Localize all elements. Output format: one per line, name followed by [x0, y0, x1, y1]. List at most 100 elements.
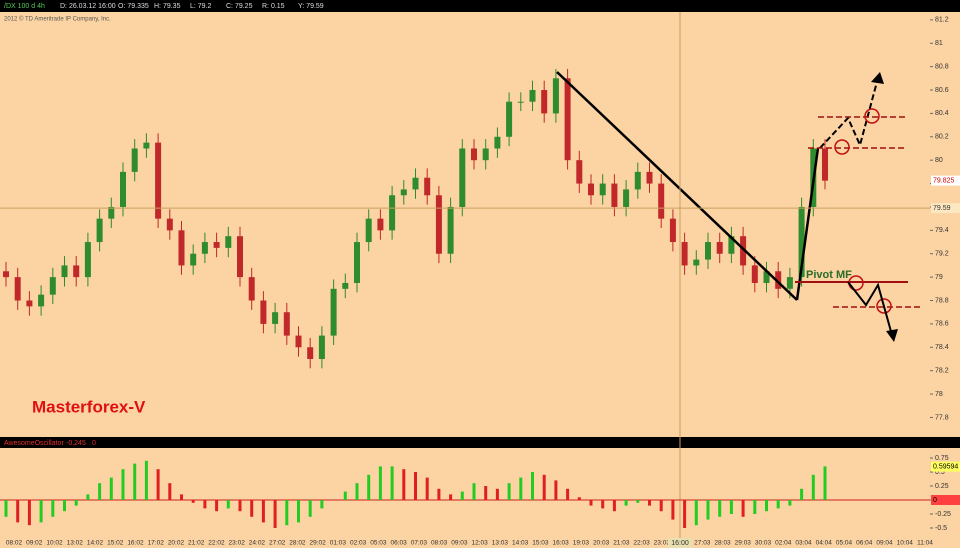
header-field: C: 79.25 [226, 3, 253, 10]
candle-body [190, 253, 197, 266]
y-tick-label: 79.2 [935, 251, 949, 258]
osc-bar [285, 499, 289, 526]
candle-body [213, 242, 220, 248]
osc-bar [671, 499, 675, 520]
x-tick-label: 13:02 [67, 540, 84, 547]
y-tick-label: 80.6 [935, 87, 949, 94]
candle-body [681, 242, 688, 266]
y-tick-label: 81 [935, 40, 943, 47]
candle-body [365, 218, 372, 243]
x-tick-label: 05:03 [370, 540, 387, 547]
x-tick-label: 08:03 [431, 540, 448, 547]
y-tick-label: 79 [935, 274, 943, 281]
osc-bar [355, 483, 359, 500]
y-tick-label: -0.5 [935, 525, 947, 532]
y-tick-label: 80.4 [935, 110, 949, 117]
header-field: O: 79.335 [118, 3, 149, 10]
osc-bar [98, 483, 102, 500]
osc-bar [63, 499, 66, 512]
osc-bar [261, 499, 265, 523]
x-tick-label: 28:02 [289, 540, 306, 547]
osc-bar [250, 499, 254, 517]
osc-bar [449, 494, 453, 500]
x-tick-label: 15:02 [107, 540, 124, 547]
osc-bar [343, 491, 347, 500]
candle-body [693, 259, 700, 266]
x-tick-label: 14:03 [512, 540, 529, 547]
candle-body [494, 136, 501, 149]
osc-bar [776, 499, 780, 509]
candle-body [482, 148, 489, 161]
marker [864, 108, 880, 124]
header-field: R: 0.15 [262, 3, 285, 10]
osc-bar [16, 499, 20, 523]
osc-bar [437, 488, 441, 500]
candle-body [763, 271, 770, 283]
osc-bar [226, 499, 230, 509]
candle-body [295, 335, 302, 348]
candle-body [576, 160, 583, 184]
candle-body [506, 101, 513, 137]
x-tick-label: 16:03 [552, 540, 569, 547]
osc-readout: -0.245 [66, 440, 86, 447]
candle-body [14, 277, 21, 301]
y-tick-label: 78.2 [935, 368, 949, 375]
osc-bar [297, 499, 300, 523]
y-tick-label: 78.8 [935, 297, 949, 304]
x-tick-label: 29:02 [310, 540, 327, 547]
osc-bar [51, 499, 55, 517]
candle-body [435, 195, 442, 254]
osc-bar [507, 483, 511, 500]
time-axis [0, 538, 960, 548]
osc-bar [308, 499, 312, 517]
candle-body [330, 288, 337, 336]
osc-bar [729, 499, 733, 514]
y-tick-label: 80.8 [935, 63, 949, 70]
candle-body [471, 148, 477, 161]
candle-body [272, 312, 279, 324]
candle-body [26, 300, 33, 307]
x-tick-label: 07:03 [411, 540, 428, 547]
osc-bar [484, 485, 488, 500]
osc-bar [823, 466, 827, 500]
osc-bar [133, 463, 137, 500]
osc-bar [601, 499, 605, 509]
price-label: 0 [933, 497, 937, 504]
osc-bar [706, 499, 710, 520]
osc-bar [577, 497, 581, 500]
candle-body [166, 218, 173, 231]
crosshair-label: 16:00 [671, 540, 689, 547]
watermark: Masterforex-V [32, 397, 146, 416]
candle-body [658, 183, 665, 219]
y-tick-label: 77.8 [935, 414, 949, 421]
y-tick-label: 78 [935, 391, 943, 398]
y-tick-label: 80.2 [935, 134, 949, 141]
osc-bar [390, 466, 394, 500]
osc-bar [109, 477, 113, 500]
x-tick-label: 10:04 [897, 540, 914, 547]
header-field: Y: 79.59 [298, 3, 324, 10]
arrow-head [871, 72, 884, 84]
price-label: 79.825 [933, 177, 955, 184]
osc-bar [495, 488, 499, 500]
osc-bar [566, 488, 570, 500]
osc-bar [203, 499, 207, 509]
candle-body [424, 177, 431, 196]
candle-body [318, 335, 325, 359]
y-tick-label: 79.4 [935, 227, 949, 234]
osc-bar [156, 469, 160, 500]
candle-body [447, 206, 454, 254]
x-tick-label: 11:04 [917, 540, 933, 547]
candle-body [541, 90, 548, 114]
osc-bar [519, 477, 523, 500]
candle-body [459, 148, 466, 207]
x-tick-label: 23:02 [229, 540, 246, 547]
candle-body [517, 101, 524, 103]
x-tick-label: 02:04 [775, 540, 792, 547]
crosshair-box [668, 538, 692, 548]
y-tick-label: 80 [935, 157, 943, 164]
candle-body [552, 78, 559, 114]
price-label: 0.59594 [933, 463, 958, 470]
candle-body [3, 271, 9, 278]
